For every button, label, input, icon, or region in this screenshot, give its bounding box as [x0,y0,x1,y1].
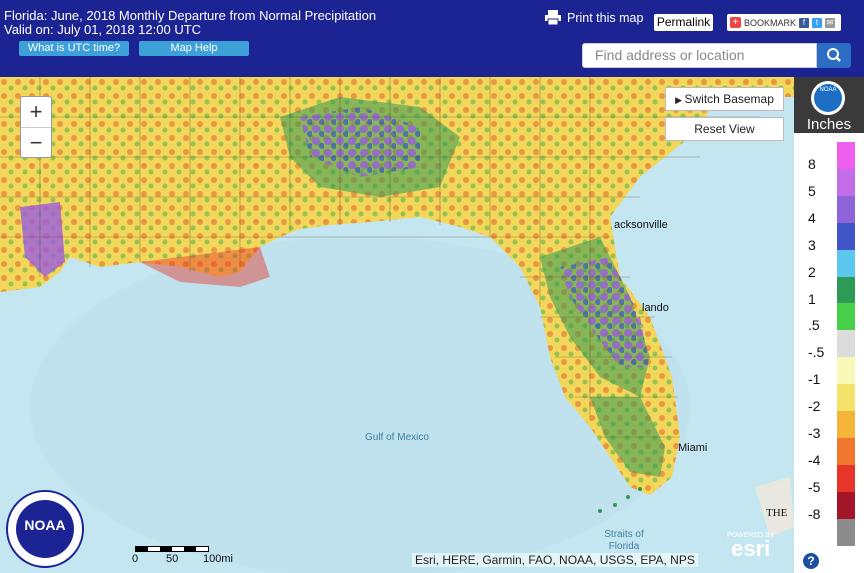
gulf-label-text: Gulf of Mexico [365,432,429,443]
zoom-control: + − [20,96,52,158]
legend-swatch [837,276,855,304]
legend-swatch [837,330,855,358]
legend-swatch [837,437,855,466]
bookmark-button[interactable]: + BOOKMARK f t ✉ [727,14,841,31]
header-bar: Florida: June, 2018 Monthly Departure fr… [0,0,864,77]
legend-swatch [837,411,855,439]
reset-view-button[interactable]: Reset View [665,117,784,141]
zoom-in-button[interactable]: + [21,97,51,128]
printer-icon [545,10,561,25]
print-button[interactable]: Print this map [544,10,643,25]
legend-label: -3 [808,425,821,441]
scale-end: 100mi [203,553,233,565]
noaa-logo-text: NOAA [814,84,842,112]
plus-icon: + [730,17,741,28]
legend-swatch [837,195,855,224]
twitter-icon: t [812,17,823,28]
permalink-button[interactable]: Permalink [654,14,713,31]
jacksonville-label: acksonville [614,219,668,231]
legend-label: -2 [808,398,821,415]
noaa-seal: NOAA [6,490,84,568]
zoom-out-button[interactable]: − [29,130,43,155]
miami-label: Miami [678,442,708,454]
noaa-seal-text: NOAA [16,500,74,558]
title-line-2: Valid on: July 01, 2018 12:00 UTC [4,22,202,37]
email-icon: ✉ [825,17,836,28]
facebook-icon: f [799,17,810,28]
legend-swatch [837,142,855,170]
legend-swatch [837,249,855,277]
legend-label: 3 [808,236,816,253]
scale-mid: 50 [166,553,179,565]
legend-swatch [837,464,855,493]
title-line-1: Florida: June, 2018 Monthly Departure fr… [4,8,377,23]
help-icon[interactable]: ? [803,553,819,569]
legend-label: 4 [808,209,816,226]
bookmark-label: BOOKMARK [744,17,797,28]
legend-swatch [837,303,855,331]
legend-header: NOAA Inches [794,77,864,133]
legend-swatch [837,357,855,385]
map-canvas[interactable] [0,77,794,573]
search-button[interactable] [817,43,851,68]
print-label: Print this map [567,10,644,25]
orlando-label: lando [642,302,669,314]
scale-bar [135,546,209,552]
esri-logo: POWERED BY esri [727,532,775,561]
location-search-input[interactable]: Find address or location [582,43,817,68]
map-help-button[interactable]: Map Help [139,41,249,56]
legend-swatch [837,384,855,412]
legend-label: -.5 [808,344,825,361]
search-icon [827,48,841,62]
straits-of-florida-label: Straits of Florida [604,529,644,552]
caret-right-icon: ▶ [675,95,685,105]
legend-label: -4 [808,451,821,468]
switch-basemap-label: Switch Basemap [684,92,774,106]
switch-basemap-button[interactable]: ▶ Switch Basemap [665,87,784,111]
legend-swatch [837,491,855,520]
gulf-of-mexico-label: Gulf of Mexico [365,432,429,444]
esri-label: esri [731,536,771,561]
utc-time-button[interactable]: What is UTC time? [19,41,129,56]
legend-swatch [837,168,855,197]
esri-powered-label: POWERED BY [727,532,775,539]
bahamas-label: THE [766,507,788,519]
precipitation-map[interactable]: Gulf of Mexico Straits of Florida ackson… [0,77,794,573]
legend-label: 5 [808,182,816,199]
legend-label: 1 [808,290,816,307]
legend-label: -5 [808,478,821,495]
legend-label: 2 [808,263,816,280]
legend-title: Inches [806,116,852,133]
legend-swatch [837,222,855,251]
map-title: Florida: June, 2018 Monthly Departure fr… [4,9,376,37]
legend-label: -1 [808,371,821,388]
legend-label: -8 [808,505,821,522]
legend-swatch [837,518,855,546]
scale-zero: 0 [132,553,139,565]
noaa-logo-icon: NOAA [811,81,845,115]
legend-label: .5 [808,317,820,334]
legend-label: 8 [808,156,816,172]
map-attribution: Esri, HERE, Garmin, FAO, NOAA, USGS, EPA… [412,553,698,567]
